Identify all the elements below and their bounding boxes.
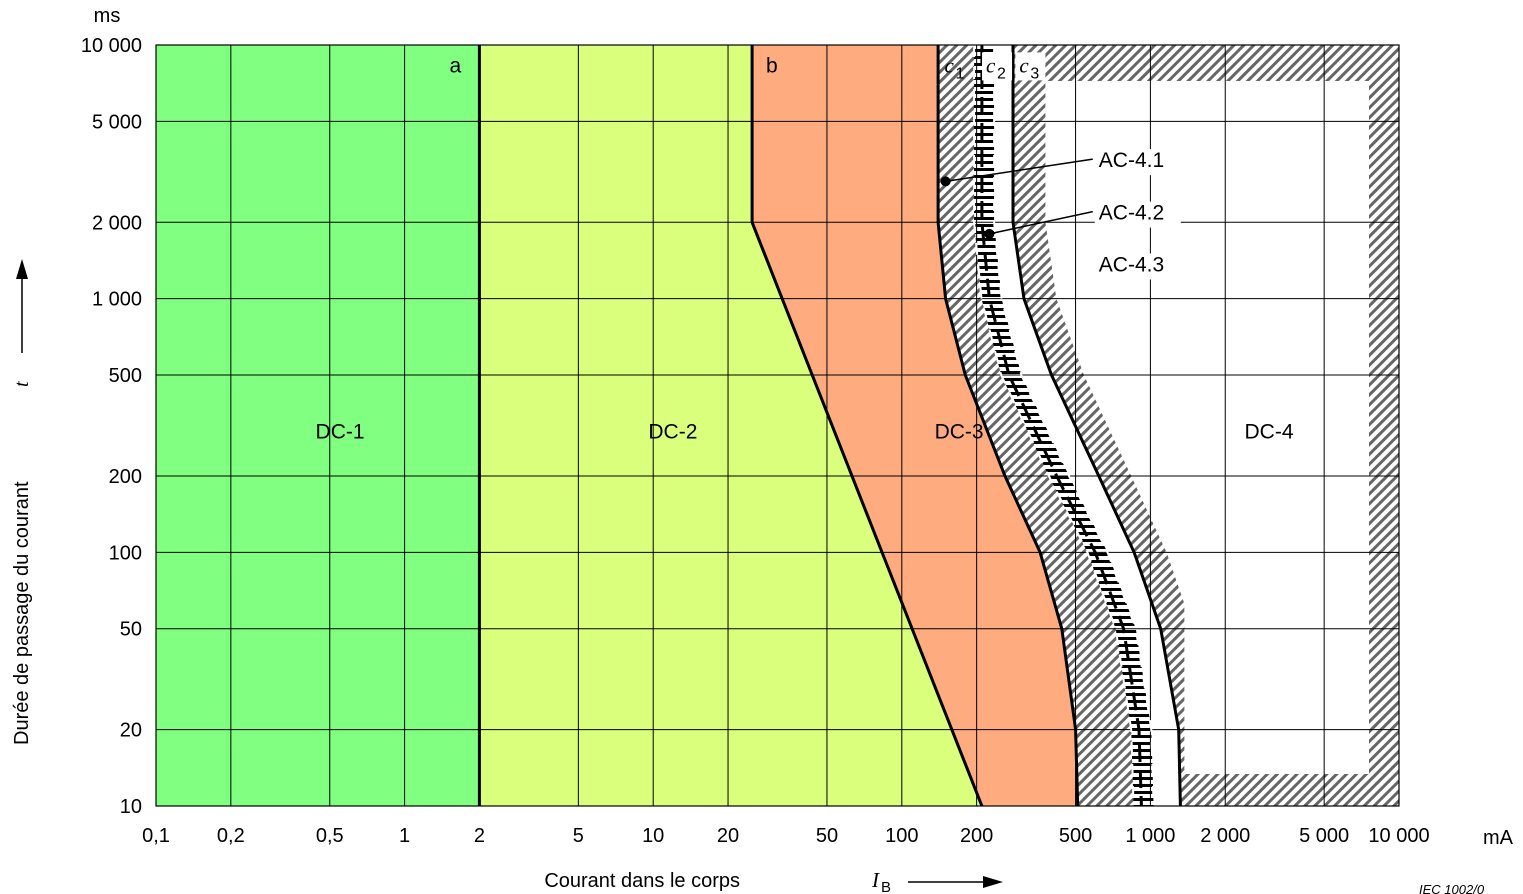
curve-label-c1: c <box>945 53 955 77</box>
curve-label-c1-sub: 1 <box>956 65 965 82</box>
annotation-leader <box>989 210 1093 235</box>
svg-text:Durée de passage du courant: Durée de passage du courant <box>11 481 33 745</box>
band-ac-4-3 <box>1013 45 1213 806</box>
curve-label-c2-sub: 2 <box>997 65 1006 82</box>
curve-label-c3: c <box>1019 53 1029 77</box>
curve-c2 <box>980 45 1143 806</box>
annotation-ac-4-2: AC-4.2 <box>1099 202 1164 225</box>
y-tick-label: 5 000 <box>92 111 142 133</box>
x-tick-label: 500 <box>1059 825 1092 847</box>
annotation-point <box>984 228 995 239</box>
zone-dc-1 <box>156 45 480 806</box>
svg-text:I: I <box>871 868 880 892</box>
curve-label-c2: c <box>986 53 996 77</box>
y-tick-label: 1 000 <box>92 289 142 311</box>
zone-dc-2 <box>479 45 982 806</box>
zone-dc-3 <box>752 45 1078 806</box>
svg-text:t: t <box>11 381 33 387</box>
x-tick-label: 1 <box>399 825 410 847</box>
x-tick-label: 0,2 <box>217 825 245 847</box>
x-tick-label: 5 000 <box>1299 825 1349 847</box>
svg-text:B: B <box>881 879 891 894</box>
y-tick-label: 500 <box>109 365 142 387</box>
curve-label-c3-sub: 3 <box>1030 65 1039 82</box>
x-axis-arrowhead <box>983 876 1003 888</box>
y-tick-label: 10 000 <box>81 35 142 57</box>
x-tick-label: 50 <box>816 825 838 847</box>
curve-c1 <box>936 45 1080 806</box>
y-tick-label: 2 000 <box>92 212 142 234</box>
zone-label-dc-1: DC-1 <box>316 420 365 443</box>
x-tick-label: 0,1 <box>142 825 170 847</box>
x-tick-label: 1 000 <box>1125 825 1175 847</box>
x-tick-label: 10 <box>642 825 664 847</box>
x-unit-label: mA <box>1483 827 1514 849</box>
y-tick-label: 50 <box>120 619 142 641</box>
curve-c2-edge-right <box>993 45 1155 806</box>
zone-label-dc-4: DC-4 <box>1245 420 1294 443</box>
zone-dc-4-inner <box>1184 81 1369 774</box>
x-axis-title: Courant dans le corps I B <box>544 868 1003 894</box>
y-tick-label: 20 <box>120 720 142 742</box>
svg-text:Courant dans le corps: Courant dans le corps <box>544 870 740 892</box>
y-tick-label: 200 <box>109 466 142 488</box>
y-tick-label: 100 <box>109 542 142 564</box>
plot-frame <box>155 44 1400 807</box>
x-tick-label: 20 <box>717 825 739 847</box>
x-tick-label: 10 000 <box>1368 825 1429 847</box>
curve-label-b: b <box>766 54 778 77</box>
annotation-ac-4-3: AC-4.3 <box>1099 253 1164 276</box>
zones-layer <box>156 45 1399 806</box>
zone-label-dc-3: DC-3 <box>935 420 984 443</box>
y-axis-title: Durée de passage du courant t <box>11 259 33 745</box>
curve-label-bg <box>982 52 1013 81</box>
annotation-bg <box>1094 149 1181 176</box>
curve-label-bg <box>1015 52 1046 81</box>
annotation-bg <box>1094 253 1181 280</box>
curve-c3 <box>1011 45 1182 806</box>
zone-label-dc-2: DC-2 <box>648 420 697 443</box>
source-note: IEC 1002/0 <box>1419 882 1485 894</box>
x-tick-label: 2 000 <box>1200 825 1250 847</box>
zone-labels: DC-1 DC-2 DC-3 DC-4a b c 1 c 2 c 3AC-4.1AC-4.2AC-4… <box>316 52 1294 443</box>
band-ac-4-1 <box>938 45 1142 806</box>
annotation-bg <box>1094 201 1181 228</box>
curve-label-a: a <box>450 54 462 77</box>
curve-c2-edge-left <box>973 45 1135 806</box>
x-tick-label: 100 <box>885 825 918 847</box>
y-tick-label: 10 <box>120 796 142 818</box>
annotation-leader <box>945 158 1093 183</box>
curve-b <box>750 45 984 806</box>
x-tick-label: 2 <box>474 825 485 847</box>
x-tick-label: 0,5 <box>316 825 344 847</box>
tick-labels: 0,1 0,2 0,5 1 2 5 10 20 50 100 200 500 1 000 2 000 5 0… <box>81 35 1430 847</box>
curves-layer <box>477 45 1182 806</box>
annotation-ac-4-1: AC-4.1 <box>1099 149 1164 172</box>
y-unit-label: ms <box>94 5 121 27</box>
y-axis-arrowhead <box>16 259 28 279</box>
annotation-point <box>940 176 951 187</box>
x-tick-label: 5 <box>573 825 584 847</box>
x-tick-label: 200 <box>960 825 993 847</box>
